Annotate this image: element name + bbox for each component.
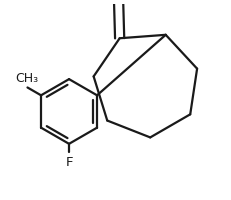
Text: F: F (65, 156, 73, 169)
Text: CH₃: CH₃ (15, 72, 38, 85)
